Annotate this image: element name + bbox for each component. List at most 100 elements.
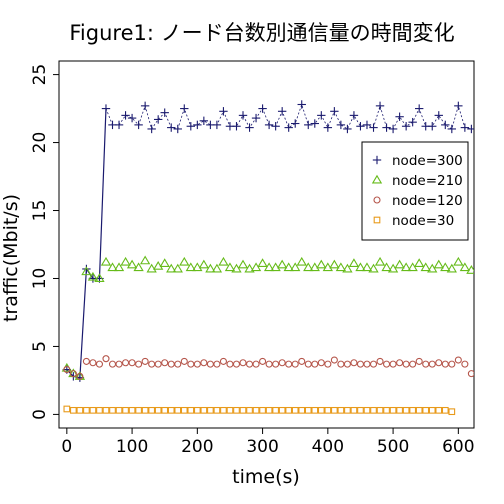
data-point (369, 123, 378, 132)
y-tick-label: 10 (30, 268, 50, 290)
data-point (122, 359, 130, 367)
data-point (206, 360, 214, 368)
data-point (166, 263, 177, 273)
plot-area (58, 60, 475, 429)
data-point (109, 406, 116, 414)
data-point (187, 406, 195, 414)
data-point (259, 406, 266, 414)
data-point (172, 263, 183, 273)
data-point (370, 406, 377, 414)
data-point (383, 406, 390, 414)
data-point (298, 406, 306, 414)
data-point (409, 406, 417, 414)
data-point (374, 256, 386, 266)
data-point (102, 355, 110, 363)
data-point (193, 360, 201, 368)
x-tick-label: 600 (442, 437, 474, 457)
data-point (246, 406, 253, 414)
data-point (239, 359, 247, 367)
data-point (277, 107, 287, 116)
data-point (382, 123, 391, 132)
data-point (238, 111, 248, 120)
data-point (121, 111, 130, 120)
data-point (160, 108, 169, 117)
data-point (200, 359, 208, 367)
data-point (167, 123, 176, 132)
data-point (311, 406, 319, 414)
data-point (102, 406, 110, 414)
data-point (153, 260, 164, 270)
data-point (174, 406, 182, 414)
data-point (180, 104, 189, 113)
data-point (226, 406, 234, 414)
data-point (402, 406, 410, 414)
data-point (83, 406, 90, 414)
data-point (107, 262, 118, 272)
data-point (211, 263, 223, 273)
data-point (199, 116, 209, 126)
legend-marker (373, 216, 381, 224)
data-point (324, 406, 332, 414)
data-point (304, 120, 313, 130)
data-point (428, 122, 437, 131)
data-point (154, 406, 162, 414)
data-point (219, 357, 227, 365)
legend-label: node=210 (392, 173, 463, 189)
data-point (212, 120, 222, 130)
data-point (207, 406, 214, 414)
data-point (186, 122, 196, 131)
data-point (94, 273, 105, 282)
data-point (428, 360, 436, 368)
data-point (87, 271, 99, 281)
data-point (388, 124, 398, 134)
data-point (120, 256, 131, 266)
plot-border (58, 60, 475, 429)
data-point (324, 360, 332, 368)
y-axis: 0 5 10 15 20 25 (30, 64, 59, 420)
data-point (363, 406, 371, 414)
data-point (441, 120, 450, 130)
x-tick-label: 100 (116, 437, 148, 457)
data-point (179, 256, 190, 266)
data-point (342, 263, 353, 273)
data-point (193, 120, 202, 130)
data-point (348, 258, 360, 268)
legend-marker (373, 196, 381, 204)
data-point (272, 360, 280, 368)
data-point (141, 406, 149, 414)
data-point (467, 124, 474, 134)
data-point (81, 266, 92, 276)
data-point (259, 357, 267, 365)
x-tick-label: 0 (61, 437, 72, 457)
data-point (376, 406, 384, 414)
data-point (409, 360, 417, 368)
ramp-line (66, 108, 107, 379)
data-point (356, 122, 365, 131)
data-point (265, 406, 273, 414)
data-point (317, 111, 326, 120)
data-point (459, 262, 471, 272)
data-point (402, 360, 410, 368)
chart-title: Figure1: ノード台数別通信量の時間変化 (69, 21, 454, 45)
data-point (213, 406, 221, 414)
data-point (187, 360, 195, 368)
data-point (317, 359, 325, 367)
x-tick-label: 300 (246, 437, 278, 457)
data-point (270, 262, 281, 272)
data-point (454, 101, 463, 111)
data-point (114, 120, 124, 130)
data-point (193, 406, 201, 414)
data-point (135, 406, 142, 414)
data-point (192, 262, 203, 272)
data-point (76, 406, 84, 414)
data-point (161, 406, 169, 414)
data-point (146, 263, 157, 273)
data-point (435, 406, 443, 414)
data-point (422, 360, 430, 368)
data-point (226, 360, 234, 368)
data-point (330, 356, 338, 364)
data-point (213, 360, 221, 368)
data-point (265, 360, 273, 368)
data-point (283, 262, 294, 272)
data-point (148, 406, 156, 414)
